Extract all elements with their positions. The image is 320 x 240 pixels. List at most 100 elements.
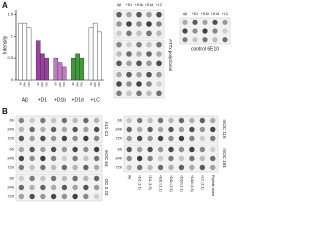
row-label: 72h [115, 136, 122, 141]
dot [126, 146, 132, 153]
bar [75, 53, 80, 81]
y-tick-label: 0.5 [7, 55, 13, 60]
column-label: +D1d (1:1) [180, 175, 184, 192]
dot [116, 71, 122, 78]
dot [136, 135, 143, 142]
dot [116, 41, 122, 48]
dot [18, 117, 25, 124]
dot [61, 155, 68, 162]
dot [93, 146, 100, 153]
dot [126, 117, 132, 124]
dot [18, 164, 25, 171]
dot [199, 135, 206, 142]
dot [126, 21, 132, 27]
blot-label: mOC 64 [104, 150, 109, 167]
dot [61, 164, 68, 171]
dot [40, 184, 46, 191]
dot [168, 164, 174, 171]
dot [147, 146, 153, 153]
dot [192, 19, 198, 25]
bar [18, 22, 23, 81]
dot [29, 135, 35, 142]
dot [93, 164, 100, 171]
dot [178, 146, 185, 153]
dot [157, 135, 164, 142]
dot [136, 126, 143, 133]
dot [61, 184, 68, 191]
x-tick-label: 6h [54, 82, 58, 86]
dot [116, 51, 122, 57]
dot [18, 193, 25, 200]
row-label: 24h [7, 156, 14, 161]
dot [199, 126, 206, 133]
column-label: +LC [222, 12, 229, 16]
column-label: +D1b (1:5) [169, 175, 173, 192]
dot [72, 126, 78, 133]
dot [189, 155, 195, 162]
dot [189, 146, 195, 153]
dot [29, 117, 35, 124]
dot [126, 126, 132, 133]
row-label: 24h [7, 185, 14, 190]
dot [50, 146, 57, 153]
dot [61, 193, 68, 200]
x-tick-label: 6h [71, 82, 75, 86]
row-label: 24h [115, 156, 122, 161]
dot [178, 155, 185, 162]
dot [156, 60, 162, 67]
row-label: 6h [118, 118, 122, 123]
dot [146, 51, 152, 57]
dot [189, 126, 195, 133]
dot [212, 37, 218, 43]
dot [136, 30, 142, 37]
dot [72, 164, 78, 171]
dot [50, 117, 57, 124]
x-tick-label: 24h [23, 82, 27, 87]
dot [61, 175, 68, 182]
dot [168, 155, 174, 162]
dot [156, 21, 162, 27]
dot [146, 60, 152, 67]
dot [40, 175, 46, 182]
row-label: 6h [10, 147, 14, 152]
x-tick-label: 24h [75, 82, 79, 87]
dot [210, 155, 216, 162]
column-label: Aβ [183, 12, 187, 16]
dot [178, 117, 185, 124]
dot [72, 117, 78, 124]
dot [136, 11, 142, 18]
dot [83, 164, 89, 171]
dot [18, 175, 25, 182]
blot-label: OC 3 23 [104, 179, 109, 196]
dot [156, 81, 162, 87]
column-label: Aβ [117, 3, 121, 7]
dot [93, 175, 100, 182]
blot-membrane [15, 173, 103, 202]
dot [192, 37, 198, 43]
dot [18, 146, 25, 153]
dot [126, 155, 132, 162]
dot [93, 126, 100, 133]
group-label: +LC [91, 97, 101, 103]
dot [147, 155, 153, 162]
dot [18, 184, 25, 191]
dot [146, 21, 152, 27]
side-label: ATTx polyclonal [168, 39, 173, 71]
dot [18, 126, 25, 133]
column-label: +D1b (1:1) [159, 175, 163, 192]
dot [210, 117, 216, 124]
row-label: 72h [115, 165, 122, 170]
row-label: 6h [10, 176, 14, 181]
column-label: Aβ [127, 175, 131, 179]
dot [199, 117, 206, 124]
x-tick-label: 6h [18, 82, 22, 86]
dot [157, 146, 164, 153]
dot [136, 21, 142, 27]
dot [146, 30, 152, 37]
dot [116, 21, 122, 27]
blot-membrane [15, 115, 103, 144]
dot [18, 155, 25, 162]
dot [126, 51, 132, 57]
dot [116, 11, 122, 18]
bar [79, 57, 85, 81]
